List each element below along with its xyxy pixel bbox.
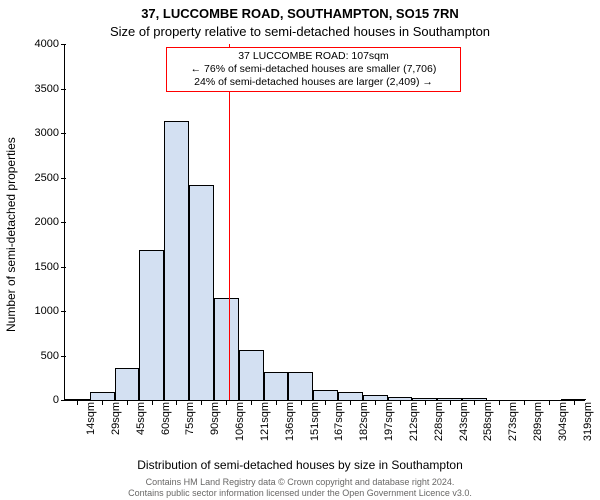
histogram-bar	[139, 250, 164, 400]
attribution-footer: Contains HM Land Registry data © Crown c…	[0, 477, 600, 499]
chart-title: Size of property relative to semi-detach…	[0, 24, 600, 39]
histogram-bar	[164, 121, 189, 400]
x-tick-label: 197sqm	[381, 402, 395, 448]
y-tick-label: 1000	[35, 305, 65, 317]
histogram-bar	[214, 298, 239, 400]
histogram-bar	[239, 350, 264, 400]
x-tick-label: 45sqm	[133, 402, 147, 448]
x-tick-label: 258sqm	[480, 402, 494, 448]
histogram-bar	[288, 372, 313, 400]
annotation-line: ← 76% of semi-detached houses are smalle…	[171, 63, 456, 76]
y-tick-label: 3000	[35, 127, 65, 139]
y-axis-label: Number of semi-detached properties	[4, 137, 18, 332]
x-tick-label: 243sqm	[456, 402, 470, 448]
x-tick-label: 29sqm	[108, 402, 122, 448]
footer-line-2: Contains public sector information licen…	[0, 488, 600, 499]
y-tick-label: 500	[41, 350, 65, 362]
y-tick-label: 2000	[35, 216, 65, 228]
y-tick-label: 3500	[35, 83, 65, 95]
y-tick-label: 1500	[35, 261, 65, 273]
x-tick-label: 319sqm	[580, 402, 594, 448]
x-tick-label: 151sqm	[307, 402, 321, 448]
x-tick-label: 60sqm	[158, 402, 172, 448]
x-tick-label: 136sqm	[282, 402, 296, 448]
histogram-bar	[412, 398, 437, 400]
histogram-bar	[338, 392, 363, 400]
reference-line	[229, 44, 230, 400]
histogram-bar	[189, 185, 214, 400]
x-tick-label: 106sqm	[232, 402, 246, 448]
plot-area: 0500100015002000250030003500400014sqm29s…	[64, 44, 585, 401]
histogram-bar	[363, 395, 388, 400]
x-tick-label: 182sqm	[356, 402, 370, 448]
x-tick-label: 90sqm	[207, 402, 221, 448]
annotation-line: 24% of semi-detached houses are larger (…	[171, 76, 456, 89]
x-tick-label: 304sqm	[555, 402, 569, 448]
annotation-box: 37 LUCCOMBE ROAD: 107sqm← 76% of semi-de…	[166, 47, 461, 92]
histogram-bar	[437, 398, 462, 400]
y-tick-label: 0	[53, 394, 65, 406]
x-tick-label: 289sqm	[530, 402, 544, 448]
histogram-bar	[462, 398, 487, 400]
x-tick-label: 273sqm	[505, 402, 519, 448]
x-tick-label: 75sqm	[182, 402, 196, 448]
y-tick-label: 2500	[35, 172, 65, 184]
histogram-bar	[90, 392, 115, 400]
x-tick-label: 212sqm	[406, 402, 420, 448]
x-tick-label: 228sqm	[431, 402, 445, 448]
x-axis-label: Distribution of semi-detached houses by …	[0, 458, 600, 472]
histogram-bar	[313, 390, 338, 400]
x-tick-label: 121sqm	[257, 402, 271, 448]
histogram-bar	[561, 399, 586, 400]
x-tick-label: 14sqm	[83, 402, 97, 448]
y-tick-label: 4000	[35, 38, 65, 50]
annotation-line: 37 LUCCOMBE ROAD: 107sqm	[171, 50, 456, 63]
x-tick-label: 167sqm	[331, 402, 345, 448]
histogram-bar	[264, 372, 289, 400]
histogram-bar	[388, 397, 413, 400]
figure-root: 37, LUCCOMBE ROAD, SOUTHAMPTON, SO15 7RN…	[0, 0, 600, 500]
chart-supertitle: 37, LUCCOMBE ROAD, SOUTHAMPTON, SO15 7RN	[0, 6, 600, 21]
histogram-bar	[65, 399, 90, 400]
footer-line-1: Contains HM Land Registry data © Crown c…	[0, 477, 600, 488]
histogram-bar	[115, 368, 140, 400]
